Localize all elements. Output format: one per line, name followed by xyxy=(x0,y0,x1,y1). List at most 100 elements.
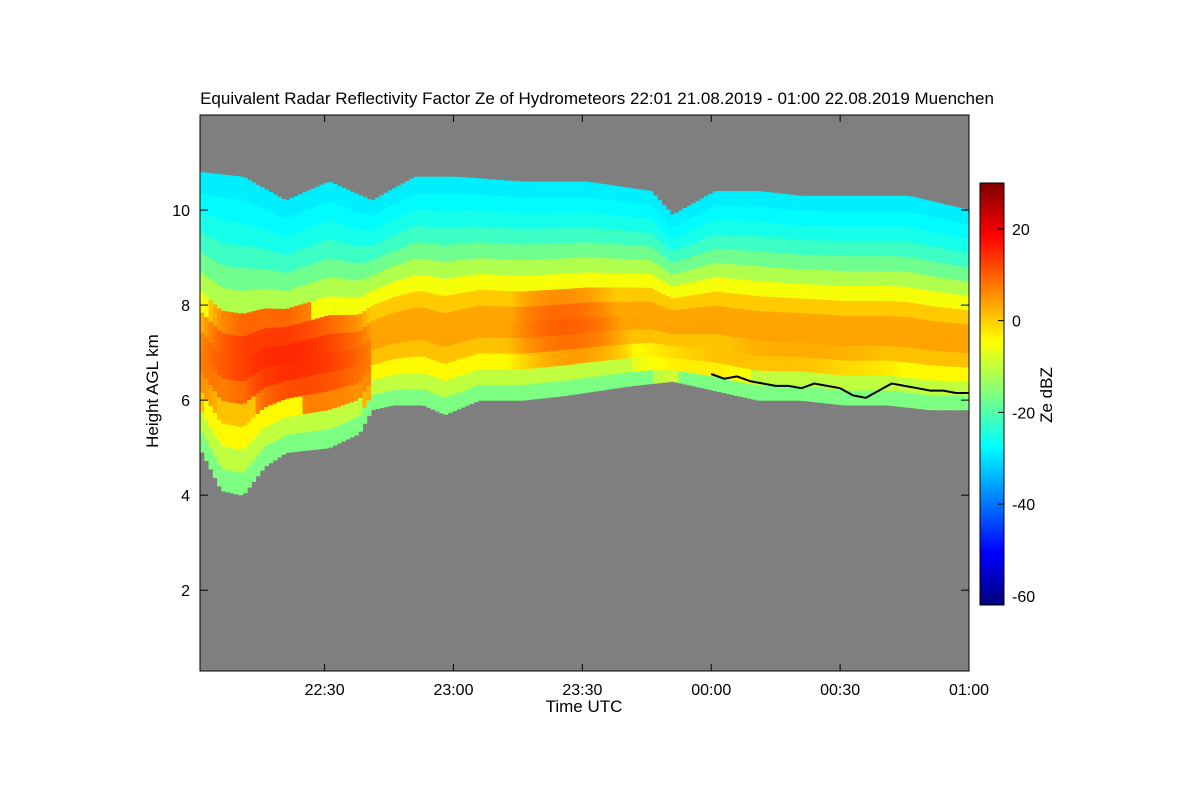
reflectivity-cell xyxy=(776,296,782,313)
reflectivity-cell xyxy=(520,181,526,198)
reflectivity-cell xyxy=(490,368,496,385)
reflectivity-cell xyxy=(853,375,859,391)
reflectivity-cell xyxy=(913,377,919,394)
reflectivity-cell xyxy=(622,301,628,316)
reflectivity-cell xyxy=(789,209,795,225)
reflectivity-cell xyxy=(563,318,569,335)
reflectivity-cell xyxy=(541,366,547,383)
reflectivity-cell xyxy=(550,350,556,367)
reflectivity-cell xyxy=(635,231,641,246)
reflectivity-cell xyxy=(580,196,586,213)
reflectivity-cell xyxy=(793,268,799,284)
reflectivity-cell xyxy=(212,173,218,196)
reflectivity-cell xyxy=(635,328,641,344)
reflectivity-cell xyxy=(913,197,919,214)
reflectivity-cell xyxy=(960,265,966,281)
reflectivity-cell xyxy=(328,371,334,391)
reflectivity-cell xyxy=(922,274,927,290)
reflectivity-cell xyxy=(781,252,786,269)
reflectivity-cell xyxy=(319,222,325,242)
reflectivity-cell xyxy=(383,345,389,362)
reflectivity-cell xyxy=(439,277,445,296)
reflectivity-cell xyxy=(614,258,620,274)
reflectivity-cell xyxy=(208,405,214,428)
reflectivity-cell xyxy=(379,195,385,211)
reflectivity-cell xyxy=(661,255,667,269)
reflectivity-cell xyxy=(340,242,346,261)
reflectivity-cell xyxy=(785,356,791,372)
reflectivity-cell xyxy=(879,345,885,361)
reflectivity-cell xyxy=(426,193,432,211)
reflectivity-cell xyxy=(597,212,603,229)
reflectivity-cell xyxy=(204,296,210,318)
reflectivity-cell xyxy=(836,210,842,227)
reflectivity-cell xyxy=(887,375,893,391)
reflectivity-cell xyxy=(593,316,598,333)
reflectivity-cell xyxy=(793,224,799,240)
reflectivity-cell xyxy=(520,259,526,276)
x-tick-label: 00:00 xyxy=(691,682,731,699)
reflectivity-cell xyxy=(742,279,748,295)
reflectivity-cell xyxy=(866,255,872,272)
reflectivity-cell xyxy=(323,334,329,354)
reflectivity-cell xyxy=(464,356,470,374)
reflectivity-cell xyxy=(255,351,261,373)
reflectivity-cell xyxy=(763,221,769,238)
reflectivity-cell xyxy=(601,213,607,229)
reflectivity-cell xyxy=(678,345,684,359)
reflectivity-cell xyxy=(255,184,261,207)
reflectivity-cell xyxy=(413,258,419,276)
reflectivity-cell xyxy=(323,372,329,392)
reflectivity-cell xyxy=(815,239,821,256)
reflectivity-cell xyxy=(909,271,915,288)
reflectivity-cell xyxy=(315,261,321,281)
reflectivity-cell xyxy=(947,380,953,396)
reflectivity-cell xyxy=(413,225,419,243)
reflectivity-cell xyxy=(922,199,927,215)
reflectivity-cell xyxy=(349,209,355,228)
reflectivity-cell xyxy=(798,283,803,299)
reflectivity-cell xyxy=(285,253,291,273)
reflectivity-cell xyxy=(306,208,312,229)
reflectivity-cell xyxy=(524,290,530,307)
reflectivity-cell xyxy=(405,180,410,198)
reflectivity-cell xyxy=(571,363,577,380)
reflectivity-cell xyxy=(610,286,615,302)
reflectivity-cell xyxy=(669,250,675,263)
reflectivity-cell xyxy=(379,270,385,287)
reflectivity-cell xyxy=(622,229,628,245)
reflectivity-cell xyxy=(930,320,936,336)
reflectivity-cell xyxy=(387,390,393,407)
reflectivity-cell xyxy=(537,351,543,368)
reflectivity-cell xyxy=(580,241,586,258)
reflectivity-cell xyxy=(742,367,748,383)
reflectivity-cell xyxy=(434,377,440,395)
reflectivity-cell xyxy=(866,345,872,361)
reflectivity-cell xyxy=(674,212,680,226)
reflectivity-cell xyxy=(494,274,500,291)
reflectivity-cell xyxy=(315,355,321,375)
reflectivity-cell xyxy=(635,217,641,232)
reflectivity-cell xyxy=(678,296,684,310)
reflectivity-cell xyxy=(494,368,500,385)
reflectivity-cell xyxy=(293,378,299,398)
reflectivity-cell xyxy=(631,357,637,372)
reflectivity-cell xyxy=(537,367,543,384)
reflectivity-cell xyxy=(960,309,966,325)
reflectivity-cell xyxy=(387,236,393,253)
reflectivity-cell xyxy=(806,356,812,373)
reflectivity-cell xyxy=(699,239,705,254)
reflectivity-cell xyxy=(755,220,761,237)
reflectivity-cell xyxy=(798,312,803,328)
reflectivity-cell xyxy=(960,323,966,339)
reflectivity-cell xyxy=(678,222,684,236)
reflectivity-cell xyxy=(793,312,799,328)
reflectivity-cell xyxy=(554,304,560,321)
reflectivity-cell xyxy=(849,210,855,227)
reflectivity-cell xyxy=(614,373,620,389)
reflectivity-cell xyxy=(930,260,936,277)
reflectivity-cell xyxy=(276,382,282,402)
reflectivity-cell xyxy=(447,294,453,312)
reflectivity-cell xyxy=(383,253,389,270)
reflectivity-cell xyxy=(772,385,778,401)
